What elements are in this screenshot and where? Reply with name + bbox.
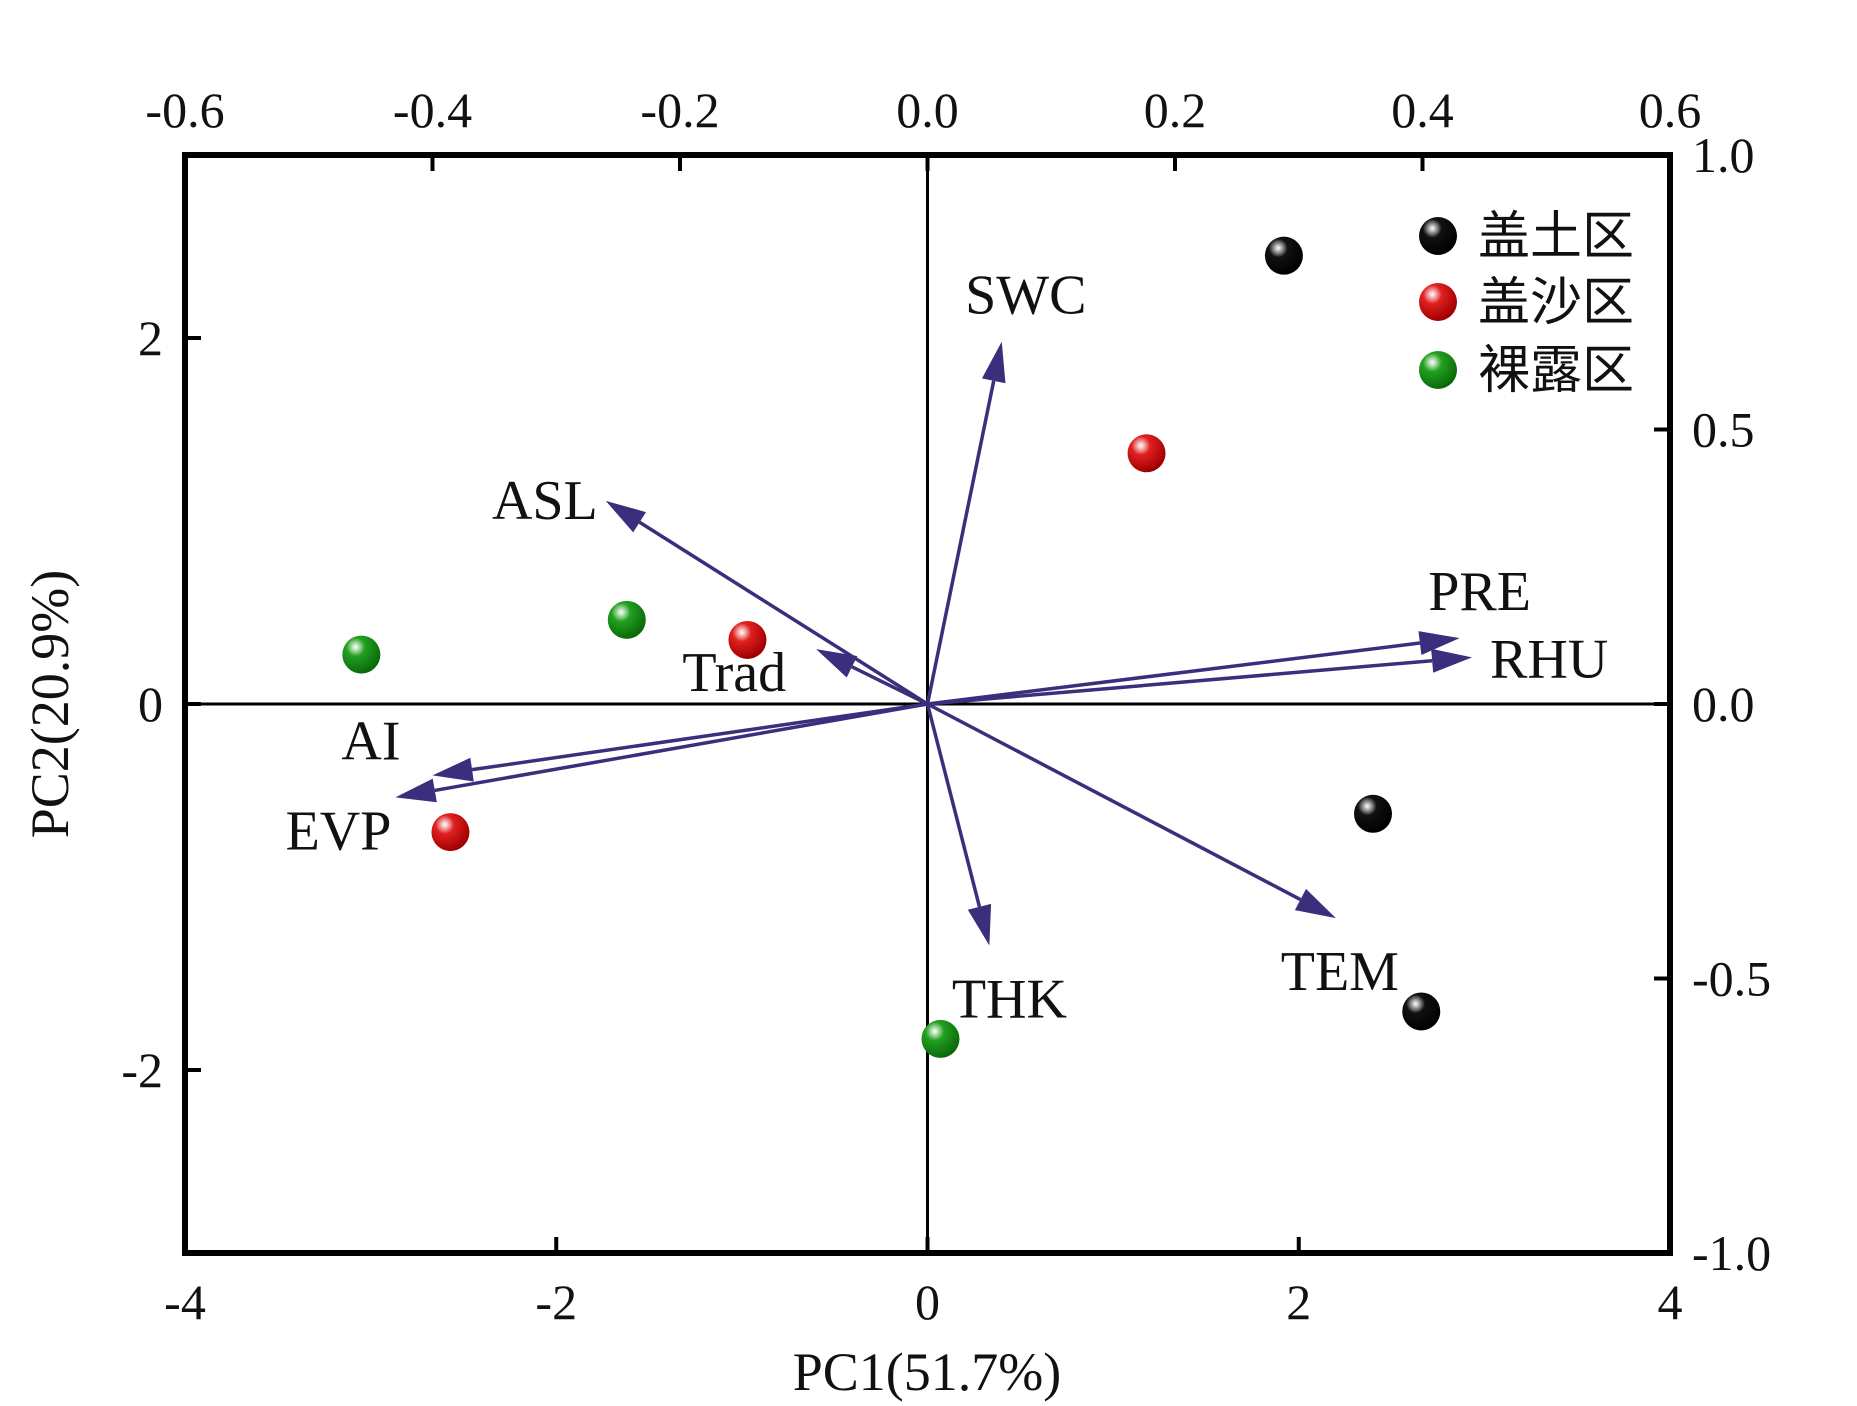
vector-label-rhu: RHU bbox=[1490, 628, 1608, 690]
y-tick-label: 0 bbox=[138, 676, 163, 732]
top-tick-label: -0.4 bbox=[393, 82, 472, 138]
vector-swc bbox=[925, 380, 996, 705]
point-2-0 bbox=[342, 635, 381, 674]
y-axis-title: PC2(20.9%) bbox=[20, 570, 80, 839]
legend-label-盖土区: 盖土区 bbox=[1478, 209, 1634, 266]
legend-marker-盖沙区 bbox=[1419, 283, 1457, 321]
vector-label-thk: THK bbox=[952, 969, 1067, 1031]
vector-label-swc: SWC bbox=[965, 265, 1086, 327]
point-1-0 bbox=[1127, 434, 1166, 473]
vector-arrowhead-rhu bbox=[1431, 648, 1472, 673]
right-tick-label: -0.5 bbox=[1692, 951, 1771, 1007]
legend: 盖土区 盖沙区 裸露区 bbox=[1419, 209, 1634, 400]
vector-arrowhead-thk bbox=[967, 903, 992, 946]
top-tick-label: 0.0 bbox=[896, 82, 959, 138]
top-tick-label: -0.2 bbox=[640, 82, 719, 138]
right-tick-label: -1.0 bbox=[1692, 1225, 1771, 1281]
vector-arrowhead-pre bbox=[1418, 631, 1460, 655]
top-tick-label: 0.6 bbox=[1639, 82, 1702, 138]
x-tick-label: 0 bbox=[915, 1274, 940, 1330]
vector-arrowhead-trad bbox=[816, 649, 858, 678]
top-tick-label: 0.4 bbox=[1391, 82, 1454, 138]
legend-label-盖沙区: 盖沙区 bbox=[1478, 275, 1634, 332]
point-0-0 bbox=[1264, 236, 1303, 275]
y-tick-label: 2 bbox=[138, 310, 163, 366]
vector-label-ai: AI bbox=[341, 710, 400, 772]
right-tick-label: 0.5 bbox=[1692, 402, 1755, 458]
vector-rhu bbox=[927, 659, 1433, 706]
vector-arrowhead-evp bbox=[395, 778, 437, 803]
top-tick-label: -0.6 bbox=[145, 82, 224, 138]
point-0-2 bbox=[1402, 992, 1441, 1031]
legend-marker-裸露区 bbox=[1419, 351, 1457, 389]
x-tick-label: -4 bbox=[164, 1274, 206, 1330]
right-tick-label: 1.0 bbox=[1692, 127, 1755, 183]
top-tick-label: 0.2 bbox=[1144, 82, 1207, 138]
vector-label-evp: EVP bbox=[286, 800, 392, 862]
vector-label-asl: ASL bbox=[492, 470, 598, 532]
vector-pre bbox=[927, 641, 1421, 706]
vector-asl bbox=[638, 520, 929, 706]
x-axis-title: PC1(51.7%) bbox=[793, 1342, 1062, 1402]
vector-evp bbox=[434, 702, 928, 793]
legend-marker-盖土区 bbox=[1419, 217, 1457, 255]
vector-arrowhead-ai bbox=[432, 757, 474, 782]
vector-label-tem: TEM bbox=[1281, 941, 1399, 1003]
vector-arrowhead-swc bbox=[981, 341, 1006, 384]
vector-arrowhead-asl bbox=[605, 500, 646, 533]
vector-thk bbox=[925, 703, 982, 908]
vector-ai bbox=[471, 702, 928, 772]
y-tick-label: -2 bbox=[121, 1042, 163, 1098]
vector-arrowhead-tem bbox=[1294, 888, 1336, 919]
point-0-1 bbox=[1354, 794, 1392, 833]
right-tick-label: 0.0 bbox=[1692, 676, 1755, 732]
point-2-1 bbox=[607, 600, 646, 639]
vector-trad bbox=[851, 665, 929, 706]
point-1-2 bbox=[431, 813, 470, 852]
axis-ticks bbox=[183, 153, 1672, 1255]
vector-tem bbox=[926, 702, 1302, 902]
point-1-1 bbox=[728, 620, 767, 659]
x-tick-label: 4 bbox=[1658, 1274, 1683, 1330]
x-tick-label: 2 bbox=[1286, 1274, 1311, 1330]
point-2-2 bbox=[921, 1019, 960, 1058]
vector-label-pre: PRE bbox=[1428, 561, 1531, 623]
tick-labels: -4 -2 0 2 4 -2 0 2 -0.6 -0.4 -0.2 0.0 0.2 0.4 0.6 -1.0 -… bbox=[121, 82, 1771, 1330]
legend-label-裸露区: 裸露区 bbox=[1478, 343, 1634, 400]
sample-points bbox=[342, 236, 1441, 1058]
x-tick-label: -2 bbox=[535, 1274, 577, 1330]
